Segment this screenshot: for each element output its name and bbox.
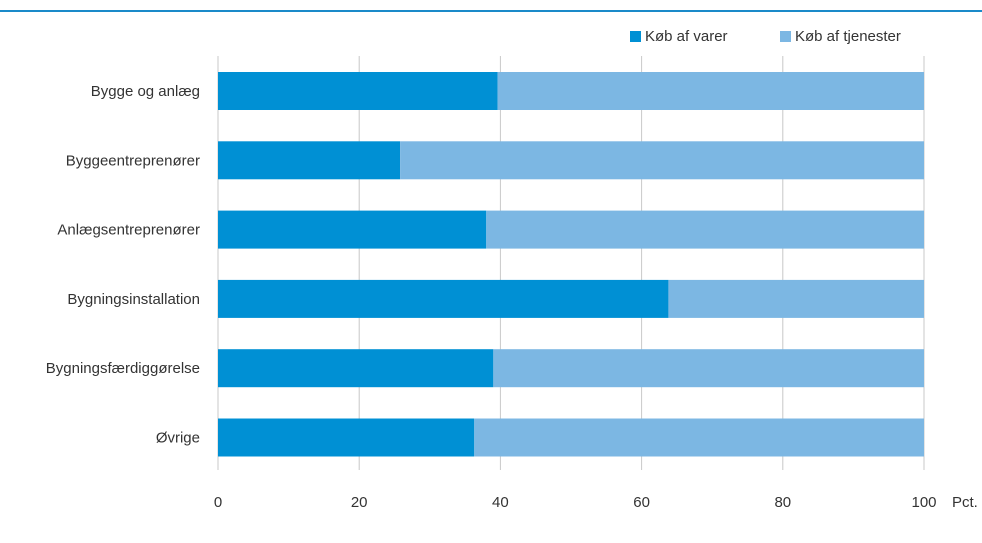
bar-tjenester-2 <box>486 210 924 249</box>
bar-varer-4 <box>218 349 494 388</box>
x-tick-label: 100 <box>911 494 936 511</box>
x-tick-label: 80 <box>774 494 791 511</box>
bar-tjenester-5 <box>474 418 924 457</box>
bar-varer-2 <box>218 210 487 249</box>
bar-varer-1 <box>218 141 401 180</box>
legend-swatch-tjenester <box>780 31 791 42</box>
x-tick-label: 0 <box>214 494 222 511</box>
category-label: Anlægsentreprenører <box>57 222 200 239</box>
legend-swatch-varer <box>630 31 641 42</box>
x-unit-label: Pct. <box>952 494 978 511</box>
legend-label-varer: Køb af varer <box>645 28 728 45</box>
top-rule <box>0 10 982 12</box>
category-label: Øvrige <box>156 430 200 447</box>
category-label: Bygge og anlæg <box>91 83 200 100</box>
bar-varer-3 <box>218 279 669 318</box>
bar-tjenester-3 <box>668 279 924 318</box>
x-tick-label: 20 <box>351 494 368 511</box>
bar-tjenester-1 <box>400 141 924 180</box>
bar-varer-5 <box>218 418 475 457</box>
legend-label-tjenester: Køb af tjenester <box>795 28 901 45</box>
bar-varer-0 <box>218 72 498 110</box>
x-tick-label: 40 <box>492 494 509 511</box>
bar-tjenester-0 <box>497 72 924 110</box>
bar-tjenester-4 <box>493 349 924 388</box>
category-label: Byggeentreprenører <box>66 152 200 169</box>
x-tick-label: 60 <box>633 494 650 511</box>
category-label: Bygningsfærdiggørelse <box>46 360 200 377</box>
category-label: Bygningsinstallation <box>67 291 200 308</box>
